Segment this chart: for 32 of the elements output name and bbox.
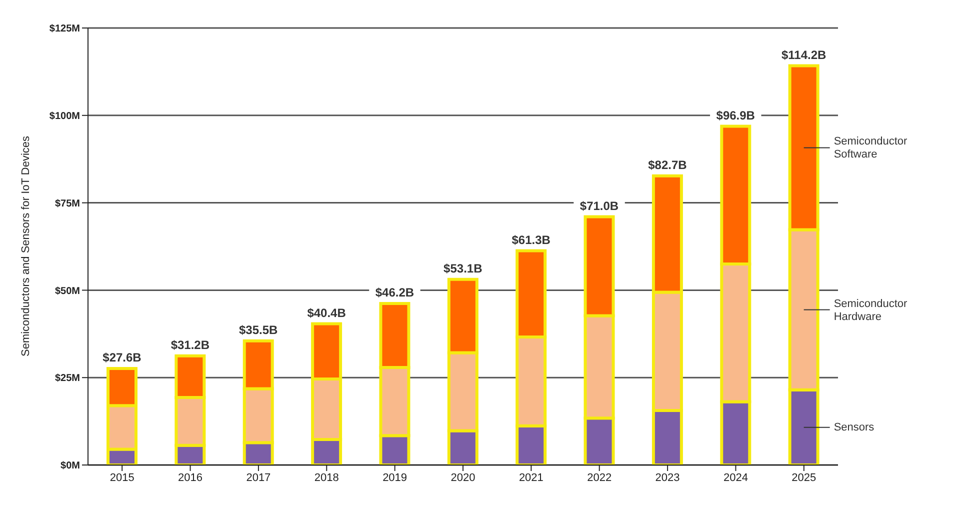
series-label: Sensors	[834, 421, 875, 434]
x-tick-label: 2024	[723, 472, 748, 484]
x-tick-label: 2022	[587, 472, 612, 484]
y-axis-title: Semiconductors and Sensors for IoT Devices	[20, 135, 32, 356]
total-label: $35.5B	[239, 323, 278, 338]
x-tick-label: 2017	[246, 472, 271, 484]
y-tick-label: $125M	[49, 24, 80, 35]
total-label: $71.0B	[580, 198, 619, 213]
y-tick-label: $50M	[54, 286, 80, 297]
series-label: Semiconductor Software	[834, 136, 908, 161]
y-tick-label: $75M	[54, 198, 80, 210]
total-label: $46.2B	[375, 286, 414, 300]
x-tick-label: 2021	[518, 472, 544, 484]
x-tick-label: 2015	[110, 472, 134, 484]
x-tick-label: 2025	[792, 472, 816, 484]
total-label: $114.2B	[781, 48, 826, 62]
x-tick-label: 2019	[382, 472, 408, 484]
y-tick-label: $25M	[54, 373, 80, 384]
x-tick-label: 2020	[450, 472, 476, 484]
x-tick-label: 2018	[314, 472, 339, 484]
total-label: $27.6B	[102, 350, 142, 365]
total-label: $31.2B	[170, 338, 210, 352]
total-label: $61.3B	[512, 232, 551, 247]
x-tick-label: 2023	[655, 472, 680, 484]
x-tick-label: 2016	[178, 472, 203, 484]
total-label: $40.4B	[307, 306, 346, 320]
y-tick-label: $0M	[60, 460, 80, 472]
total-label: $96.9B	[716, 108, 756, 122]
total-label: $82.7B	[648, 158, 688, 172]
y-tick-label: $100M	[49, 110, 80, 122]
series-label: Semiconductor Hardware	[834, 298, 908, 323]
total-label: $53.1B	[444, 262, 483, 276]
